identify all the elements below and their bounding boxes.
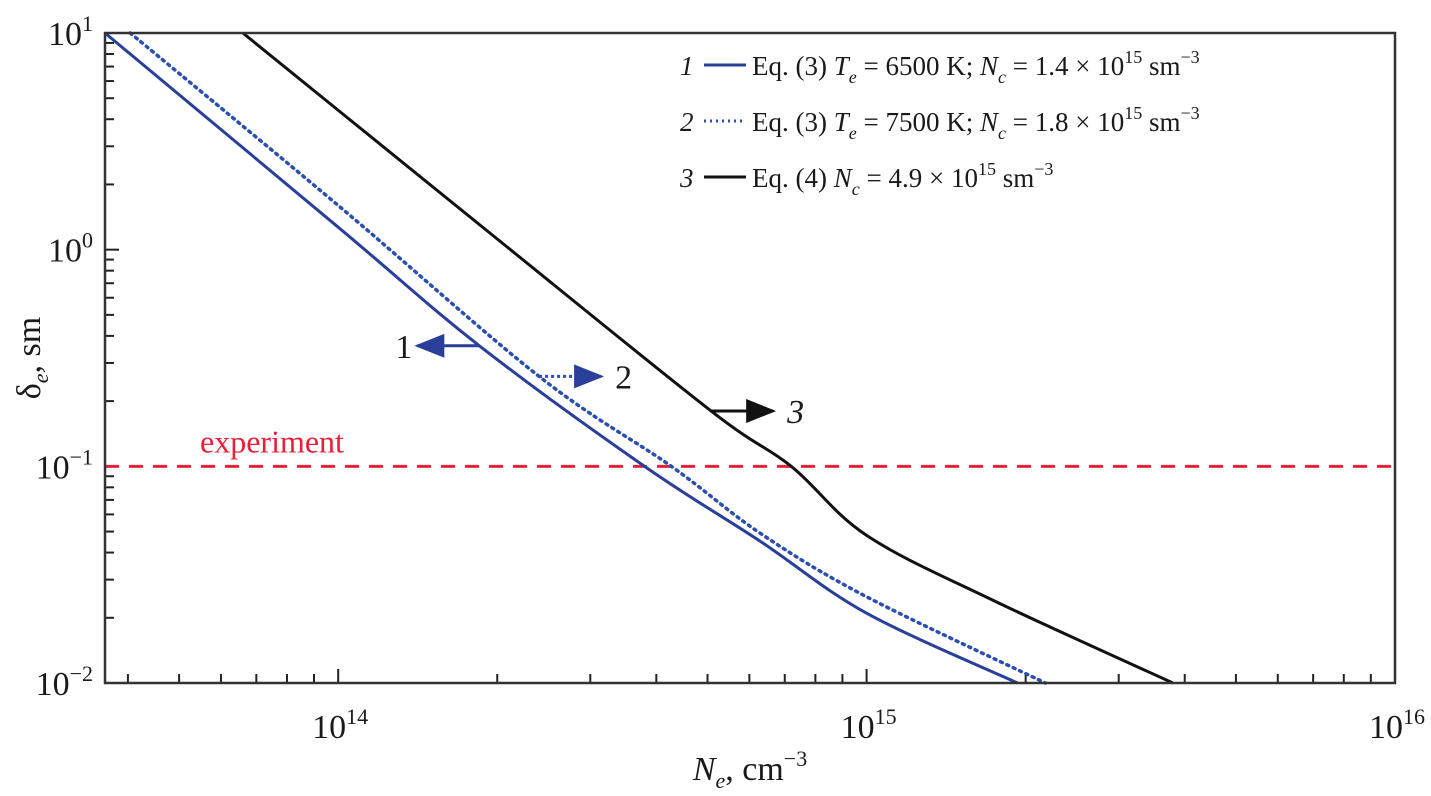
annotation-label-2: 2 bbox=[615, 359, 632, 396]
legend-entry-2: 2 Eq. (3) Te = 7500 K; Nc = 1.8 × 1015 sm… bbox=[680, 103, 1200, 143]
x-label-rest: , cm bbox=[725, 751, 784, 788]
y-tick-base: 10 bbox=[36, 449, 70, 486]
x-axis-label: Ne, cm−3 bbox=[692, 746, 807, 793]
x-tick-base: 10 bbox=[1369, 709, 1403, 746]
x-tick-label: 1014 bbox=[312, 704, 368, 746]
legend-text-segment: c bbox=[998, 67, 1006, 87]
legend-text-segment: sm bbox=[996, 163, 1034, 193]
y-label-main: δ bbox=[11, 383, 48, 399]
legend-text-segment: −3 bbox=[1181, 103, 1200, 123]
legend-text-segment: N bbox=[833, 163, 854, 193]
legend: 1 Eq. (3) Te = 6500 K; Nc = 1.4 × 1015 sm… bbox=[679, 47, 1200, 199]
legend-text-segment: N bbox=[979, 107, 1000, 137]
y-tick-exp: −1 bbox=[70, 444, 93, 469]
y-axis-label: δe, sm bbox=[11, 317, 53, 399]
legend-text-segment: 15 bbox=[1124, 103, 1142, 123]
legend-text-segment: = 1.8 × 10 bbox=[1006, 107, 1124, 137]
legend-label: Eq. (4) Nc = 4.9 × 1015 sm−3 bbox=[752, 159, 1053, 199]
x-label-sup: −3 bbox=[784, 746, 807, 771]
legend-text-segment: T bbox=[834, 51, 851, 81]
legend-text-segment: e bbox=[849, 67, 857, 87]
legend-text-segment: = 6500 K; bbox=[857, 51, 980, 81]
legend-text-segment: −3 bbox=[1181, 47, 1200, 67]
x-label-main: N bbox=[692, 751, 718, 788]
legend-text-segment: sm bbox=[1142, 51, 1180, 81]
x-label-sub: e bbox=[715, 768, 725, 793]
series-2-line bbox=[128, 31, 1048, 685]
y-tick-exp: −2 bbox=[70, 661, 93, 686]
y-tick-base: 10 bbox=[48, 233, 82, 270]
axis-ticks bbox=[105, 41, 1372, 684]
y-tick-base: 10 bbox=[48, 16, 82, 53]
legend-text-segment: Eq. (3) bbox=[752, 107, 834, 137]
legend-label: Eq. (3) Te = 6500 K; Nc = 1.4 × 1015 sm−… bbox=[752, 47, 1200, 87]
y-tick-base: 10 bbox=[36, 666, 70, 703]
legend-entry-3: 3 Eq. (4) Nc = 4.9 × 1015 sm−3 bbox=[679, 159, 1053, 199]
x-tick-base: 10 bbox=[841, 709, 875, 746]
annotation-label-1: 1 bbox=[395, 329, 412, 366]
legend-text-segment: sm bbox=[1142, 107, 1180, 137]
legend-number: 3 bbox=[679, 163, 694, 193]
annotations: 1 2 3 bbox=[395, 329, 804, 431]
x-tick-exp: 15 bbox=[875, 704, 897, 729]
legend-text-segment: = 4.9 × 10 bbox=[860, 163, 978, 193]
y-label-sub: e bbox=[28, 373, 53, 383]
legend-label: Eq. (3) Te = 7500 K; Nc = 1.8 × 1015 sm−… bbox=[752, 103, 1200, 143]
legend-text-segment: 15 bbox=[1124, 47, 1142, 67]
y-label-rest: , sm bbox=[11, 317, 48, 374]
y-tick-label: 10−2 bbox=[36, 661, 93, 703]
y-tick-label: 101 bbox=[48, 11, 93, 53]
legend-number: 2 bbox=[680, 107, 694, 137]
legend-text-segment: c bbox=[852, 179, 860, 199]
experiment-label: experiment bbox=[200, 423, 344, 459]
legend-text-segment: = 1.4 × 10 bbox=[1006, 51, 1124, 81]
legend-text-segment: c bbox=[998, 123, 1006, 143]
y-tick-exp: 0 bbox=[82, 228, 93, 253]
series-3-line bbox=[241, 31, 1174, 685]
legend-entry-1: 1 Eq. (3) Te = 6500 K; Nc = 1.4 × 1015 sm… bbox=[680, 47, 1200, 87]
reference-line-group: experiment bbox=[105, 423, 1395, 468]
legend-text-segment: T bbox=[834, 107, 851, 137]
legend-number: 1 bbox=[680, 51, 694, 81]
y-tick-exp: 1 bbox=[82, 11, 93, 36]
legend-text-segment: −3 bbox=[1034, 159, 1053, 179]
series-1-line bbox=[104, 31, 1019, 685]
x-tick-label: 1016 bbox=[1369, 704, 1425, 746]
x-tick-exp: 14 bbox=[346, 704, 368, 729]
legend-text-segment: Eq. (3) bbox=[752, 51, 834, 81]
y-tick-label: 100 bbox=[48, 228, 93, 270]
legend-text-segment: = 7500 K; bbox=[857, 107, 980, 137]
legend-text-segment: e bbox=[849, 123, 857, 143]
x-tick-base: 10 bbox=[312, 709, 346, 746]
x-tick-label: 1015 bbox=[841, 704, 897, 746]
y-tick-label: 10−1 bbox=[36, 444, 93, 486]
series-group bbox=[104, 31, 1174, 685]
annotation-label-3: 3 bbox=[786, 394, 804, 431]
legend-text-segment: Eq. (4) bbox=[752, 163, 834, 193]
plot-frame bbox=[103, 31, 1397, 685]
legend-text-segment: 15 bbox=[978, 159, 996, 179]
x-tick-exp: 16 bbox=[1403, 704, 1425, 729]
legend-text-segment: N bbox=[979, 51, 1000, 81]
